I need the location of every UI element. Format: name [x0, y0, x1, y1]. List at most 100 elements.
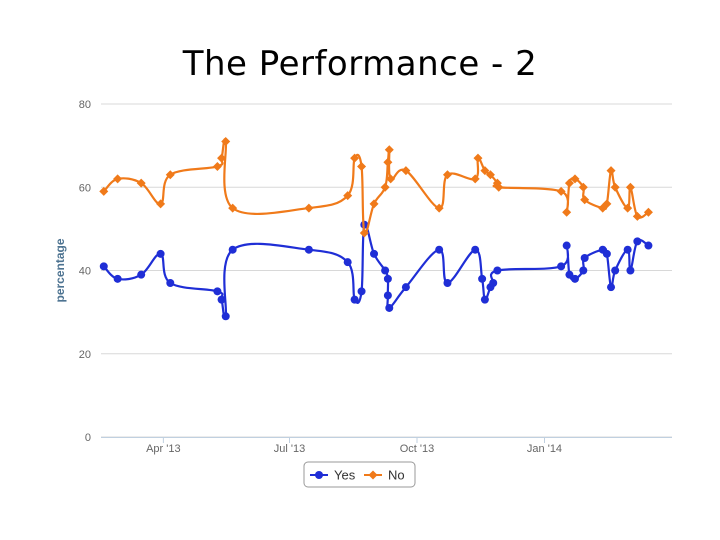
data-point-no [383, 157, 393, 167]
y-axis-title: percentage [53, 238, 67, 302]
slide-title: The Performance - 2 [182, 44, 538, 84]
data-point-yes [633, 237, 642, 246]
series-line-yes [102, 222, 650, 320]
data-point-yes [113, 274, 122, 283]
data-point-yes [383, 274, 392, 283]
y-tick-label: 80 [79, 99, 91, 111]
data-point-yes [166, 278, 175, 287]
data-point-no [350, 153, 360, 163]
data-point-no [485, 170, 495, 180]
data-point-yes [381, 266, 390, 275]
data-point-no [304, 203, 314, 213]
axes: 0 20 40 60 80 Apr '13 Jul '13 Oct '13 Jan '14 per… [53, 99, 672, 455]
legend-label: Yes [334, 468, 356, 483]
data-point-no [401, 166, 411, 176]
data-point-no [165, 170, 175, 180]
data-point-yes [217, 295, 226, 304]
data-point-no [470, 174, 480, 184]
data-point-yes [580, 254, 589, 263]
data-point-yes [228, 245, 237, 254]
data-point-no [643, 207, 653, 217]
data-point-no [357, 161, 367, 171]
data-point-yes [570, 274, 579, 283]
legend-box [303, 461, 416, 488]
data-point-yes [562, 241, 571, 250]
y-tick-label: 20 [79, 349, 91, 361]
data-point-no [625, 182, 635, 192]
data-point-yes [370, 249, 379, 258]
data-point-yes [383, 291, 392, 300]
y-tick-label: 0 [85, 432, 91, 444]
data-point-yes [221, 312, 230, 321]
data-point-no [570, 174, 580, 184]
x-tick-label: Apr '13 [146, 443, 181, 455]
data-point-no [386, 174, 396, 184]
data-point-no [434, 203, 444, 213]
data-point-no [359, 228, 369, 238]
series-group [99, 136, 653, 321]
data-point-no [212, 161, 222, 171]
data-point-no [578, 182, 588, 192]
data-point-no [623, 203, 633, 213]
data-point-yes [644, 241, 653, 250]
data-point-yes [493, 266, 502, 275]
data-point-no [562, 207, 572, 217]
data-point-yes [557, 262, 566, 271]
data-point-yes [350, 295, 359, 304]
data-point-yes [156, 249, 165, 258]
data-point-no [217, 153, 227, 163]
y-tick-label: 40 [79, 266, 91, 278]
data-point-yes [357, 287, 366, 296]
series-line-no [102, 138, 650, 236]
data-point-no [113, 174, 123, 184]
legend-marker [315, 471, 323, 479]
data-point-yes [489, 278, 498, 287]
data-point-no [494, 182, 504, 192]
data-point-no [610, 182, 620, 192]
data-point-yes [443, 278, 452, 287]
data-point-no [343, 191, 353, 201]
data-point-no [632, 211, 642, 221]
data-point-no [606, 166, 616, 176]
data-point-yes [471, 245, 480, 254]
legend-item-yes[interactable]: Yes [310, 468, 356, 483]
data-point-no [602, 199, 612, 209]
data-point-yes [478, 274, 487, 283]
x-tick-label: Jan '14 [527, 443, 562, 455]
y-tick-label: 60 [79, 182, 91, 194]
data-point-no [564, 178, 574, 188]
data-point-yes [137, 270, 146, 279]
data-point-yes [623, 245, 632, 254]
data-point-no [384, 145, 394, 155]
data-point-yes [304, 245, 313, 254]
data-point-yes [626, 266, 635, 275]
data-point-no [473, 153, 483, 163]
data-point-yes [565, 270, 574, 279]
data-point-yes [480, 295, 489, 304]
data-point-no [369, 199, 379, 209]
data-point-yes [385, 303, 394, 312]
legend[interactable]: Yes No [303, 461, 416, 488]
data-point-yes [401, 283, 410, 292]
legend-marker [368, 470, 378, 480]
x-tick-label: Jul '13 [274, 443, 305, 455]
data-point-yes [213, 287, 222, 296]
legend-label: No [388, 468, 405, 483]
data-point-no [156, 199, 166, 209]
data-point-yes [99, 262, 108, 271]
data-point-yes [435, 245, 444, 254]
x-tick-label: Oct '13 [400, 443, 435, 455]
data-point-no [580, 195, 590, 205]
legend-item-no[interactable]: No [364, 468, 405, 483]
data-point-no [136, 178, 146, 188]
data-point-no [442, 170, 452, 180]
data-point-no [556, 186, 566, 196]
data-point-yes [343, 258, 352, 267]
data-point-no [380, 182, 390, 192]
data-point-no [228, 203, 238, 213]
data-point-no [221, 136, 231, 146]
data-point-no [480, 166, 490, 176]
data-point-no [99, 186, 109, 196]
data-point-yes [607, 283, 616, 292]
